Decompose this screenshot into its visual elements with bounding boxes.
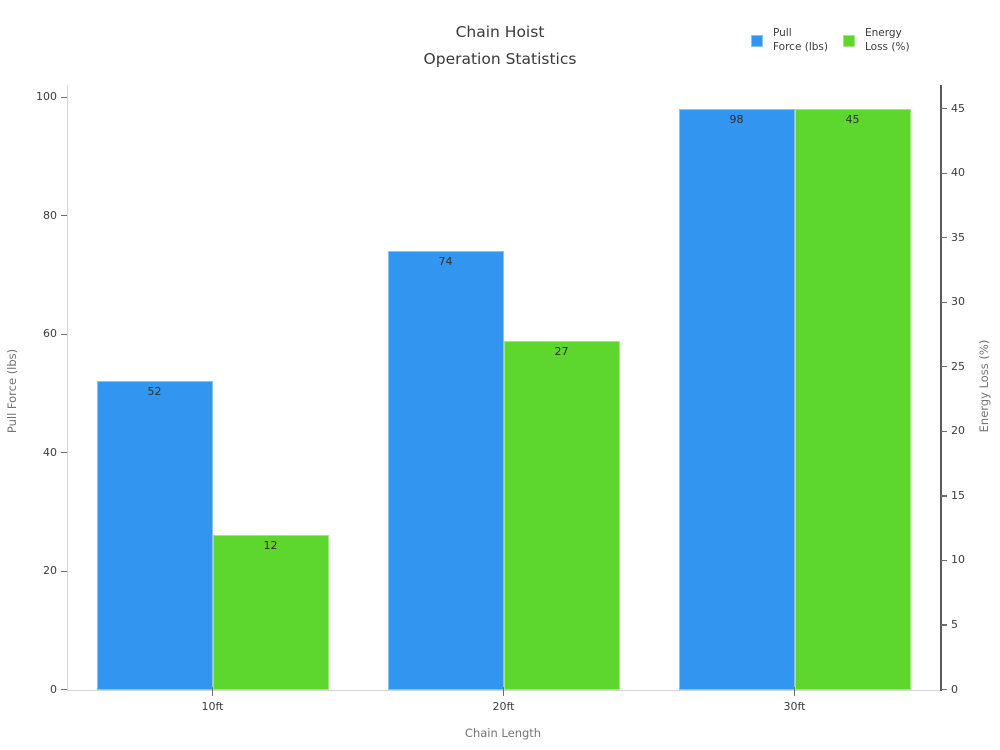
chart-title-line-2: Operation Statistics xyxy=(423,49,577,68)
x-axis-label: Chain Length xyxy=(464,726,542,740)
legend-label-line: Energy xyxy=(865,27,902,39)
y-tick-label-right: 10 xyxy=(951,553,965,567)
bar-energy-loss--10ft xyxy=(212,534,329,690)
y-tick-label-right: 40 xyxy=(951,166,965,180)
y-tick-left xyxy=(61,215,67,217)
y-tick-label-right: 20 xyxy=(951,424,965,438)
y-tick-right xyxy=(941,366,947,368)
y-tick-label-left: 20 xyxy=(43,564,57,577)
y-tick-label-right: 15 xyxy=(951,488,965,502)
y-tick-left xyxy=(61,96,67,98)
y-tick-label-right: 35 xyxy=(951,230,965,244)
bar-pull-force-lbs--20ft xyxy=(387,251,504,690)
y-tick-right xyxy=(941,237,947,239)
bar-value-label: 98 xyxy=(729,112,744,126)
y-tick-label-right: 45 xyxy=(951,101,965,115)
y-tick-right xyxy=(941,689,947,691)
legend-label-line: Loss (%) xyxy=(865,40,910,53)
x-tick xyxy=(793,686,796,696)
legend-label-energy-loss: Energy Loss (%) xyxy=(865,27,910,54)
y-tick-left xyxy=(61,452,67,454)
legend-label-pull-force: Pull Force (lbs) xyxy=(773,27,828,54)
y-tick-right xyxy=(941,430,947,432)
y-tick-left xyxy=(61,570,67,572)
x-tick-label: 20ft xyxy=(492,699,515,713)
y-tick-label-left: 80 xyxy=(43,208,57,222)
legend-swatch-energy-loss-icon xyxy=(843,34,855,47)
x-tick-label: 10ft xyxy=(201,699,224,713)
legend: Pull Force (lbs) Energy Loss (%) xyxy=(751,27,910,54)
y-tick-label-left: 60 xyxy=(43,327,57,340)
y-tick-left xyxy=(61,333,67,335)
legend-label-line: Pull xyxy=(773,27,792,39)
y-axis-label-left: Pull Force (lbs) xyxy=(5,348,19,434)
bar-pull-force-lbs--10ft xyxy=(96,381,213,690)
chart-title-line-1: Chain Hoist xyxy=(455,23,545,41)
y-tick-right xyxy=(941,172,947,174)
y-tick-right xyxy=(941,108,947,110)
bar-energy-loss--30ft xyxy=(794,108,911,690)
x-tick-label: 30ft xyxy=(783,699,806,713)
y-axis-right-spine xyxy=(940,85,942,691)
bar-value-label: 52 xyxy=(147,385,162,399)
y-tick-label-right: 5 xyxy=(951,617,958,631)
y-tick-label-left: 40 xyxy=(43,445,57,459)
bar-energy-loss--20ft xyxy=(503,340,620,690)
legend-swatch-pull-force-icon xyxy=(751,34,763,47)
y-tick-label-right: 0 xyxy=(951,682,958,696)
legend-item-energy-loss: Energy Loss (%) xyxy=(843,27,910,54)
y-tick-left xyxy=(61,689,67,691)
y-axis-left-spine xyxy=(67,85,68,691)
bar-value-label: 27 xyxy=(554,344,569,358)
y-tick-label-right: 30 xyxy=(951,295,965,309)
y-tick-right xyxy=(941,495,947,497)
x-tick xyxy=(502,686,505,696)
y-tick-right xyxy=(941,624,947,626)
y-tick-label-right: 25 xyxy=(951,359,965,373)
bar-value-label: 74 xyxy=(438,255,453,269)
y-tick-label-left: 100 xyxy=(36,90,57,103)
y-axis-label-right: Energy Loss (%) xyxy=(977,339,991,433)
y-tick-label-left: 0 xyxy=(50,682,57,696)
y-tick-right xyxy=(941,559,947,562)
y-tick-right xyxy=(941,301,947,303)
x-tick xyxy=(211,686,214,696)
legend-label-line: Force (lbs) xyxy=(773,40,828,53)
chart-title: Chain Hoist Operation Statistics xyxy=(0,19,1000,72)
bar-value-label: 12 xyxy=(263,538,278,552)
legend-item-pull-force: Pull Force (lbs) xyxy=(751,27,828,54)
bar-value-label: 45 xyxy=(845,112,860,126)
bar-pull-force-lbs--30ft xyxy=(678,108,795,690)
